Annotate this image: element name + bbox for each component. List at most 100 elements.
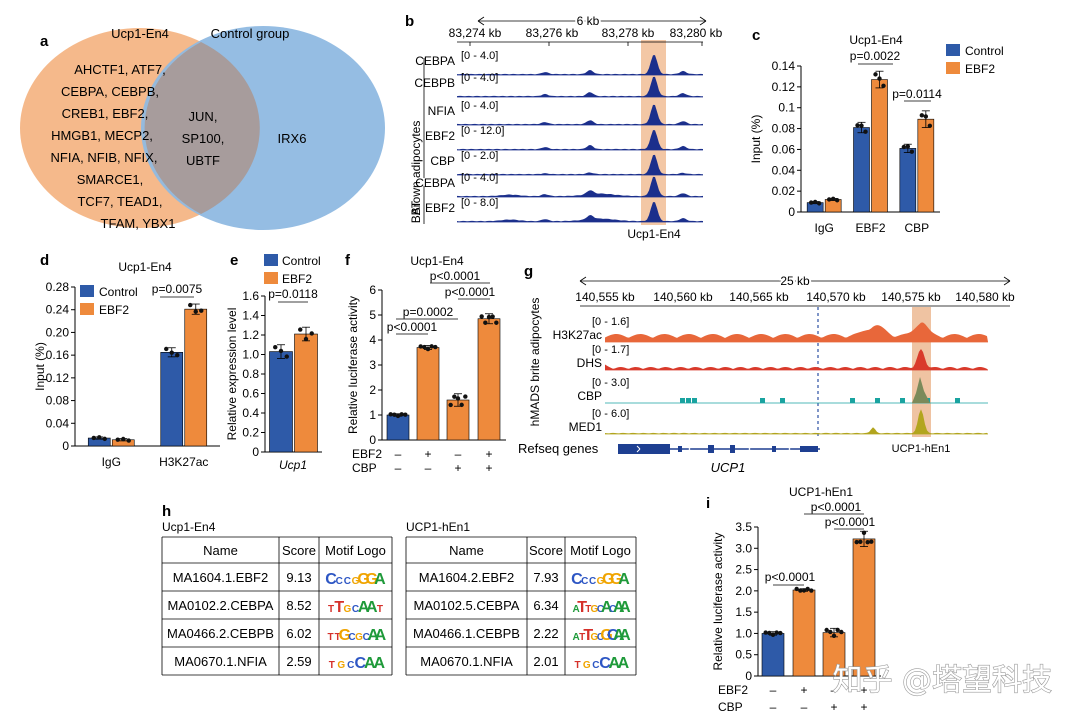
c-chart-data-point [859, 123, 864, 128]
e-chart-data-point [309, 331, 314, 336]
h-right-table-logo-letter: T [579, 632, 585, 643]
c-chart-y-tick-label: 0.08 [772, 122, 796, 136]
h-left-table-name-cell: MA0466.2.CEBPB [167, 626, 274, 641]
c-chart-y-tick-label: 0.04 [772, 163, 796, 177]
e-chart-y-tick-label: 1.2 [242, 328, 259, 342]
g-track-signal [912, 377, 930, 403]
i-sign: + [800, 683, 807, 697]
i-chart-data-point [763, 630, 768, 635]
h-left-table-logo-letter: A [358, 599, 370, 616]
venn-overlap-line: JUN, [189, 109, 218, 124]
i-chart-y-tick-label: 0 [745, 669, 752, 683]
panel-i-label: i [706, 495, 710, 512]
i-chart: 0 0.5 1.0 1.5 2.0 2.5 3.0 3.5 Relative luciferas… [711, 520, 881, 683]
i-chart-data-point [767, 630, 772, 636]
i-chart-data-point [854, 539, 859, 545]
b-track-range: [0 - 12.0] [461, 125, 504, 137]
f-chart-data-point [425, 346, 431, 352]
g-region-label: UCP1-hEn1 [892, 443, 951, 455]
g-coord-label: 140,580 kb [955, 290, 1015, 304]
c-chart-data-point [830, 196, 836, 202]
i-pvalue: p<0.0001 [811, 500, 862, 514]
f-chart-bar [416, 347, 440, 441]
c-chart-y-tick-label: 0.14 [772, 59, 796, 73]
f-sign: + [485, 461, 492, 475]
f-chart-data-point [422, 344, 427, 350]
d-chart-y-tick-label: 0.20 [46, 325, 70, 339]
h-left-table-logo-letter: T [328, 604, 334, 615]
h-right-table-logo-letter: A [618, 571, 630, 588]
c-chart-x-tick-label: IgG [814, 221, 833, 235]
i-chart-y-tick-label: 3.5 [735, 520, 752, 534]
d-chart-data-point [175, 353, 180, 358]
c-chart-bar [853, 127, 870, 213]
e-chart-y-tick-label: 1.4 [242, 309, 259, 323]
d-chart-data-point [121, 436, 126, 442]
d-chart-data-point [97, 435, 102, 440]
h-left-table-score-cell: 2.59 [286, 654, 311, 669]
f-chart-data-point [392, 412, 397, 417]
i-chart-data-point [835, 627, 840, 633]
panel-i: i UCP1-hEn1 p<0.0001 p<0.0001 p<0.0001 0… [706, 485, 881, 714]
d-chart-y-tick-label: 0.16 [46, 348, 70, 362]
h-left-table-header: Motif Logo [325, 543, 386, 558]
f-title: Ucp1-En4 [410, 254, 464, 268]
e-chart-data-point [278, 348, 284, 354]
g-track-signal [605, 349, 988, 370]
d-chart-data-point [115, 437, 120, 442]
f-chart-y-label: Relative luciferase activity [346, 296, 360, 434]
c-chart-data-point [923, 114, 929, 119]
e-chart-bar [269, 351, 293, 453]
g-track-name: MED1 [569, 420, 603, 434]
h-left-table-logo-letter: T [329, 660, 335, 671]
c-chart-data-point [816, 201, 822, 206]
venn-left-line: SMARCE1, [77, 172, 143, 187]
venn-left-list: AHCTF1, ATF7, CEBPA, CEBPB, CREB1, EBF2,… [51, 62, 176, 231]
d-chart-x-tick-label: IgG [102, 455, 121, 469]
g-track-signal [850, 398, 855, 403]
h-right-table-logo-letter: C [609, 604, 616, 615]
f-chart-bar [477, 318, 501, 441]
c-chart-y-tick-label: 0.06 [772, 142, 796, 156]
b-scale-arrows [477, 16, 707, 26]
panel-f-label: f [345, 252, 351, 269]
h-left-table-logo-letter: G [355, 632, 363, 643]
b-coord-label: 83,280 kb [670, 26, 723, 40]
f-chart-data-point [452, 394, 457, 399]
d-chart-y-label: Input (%) [33, 342, 47, 391]
b-track-signal [457, 104, 703, 125]
h-left-table-logo-letter: T [328, 632, 334, 643]
h-left-table-name-cell: MA1604.1.EBF2 [173, 570, 268, 585]
c-chart-data-point [826, 197, 832, 202]
venn-left-line: HMGB1, MECP2, [51, 128, 153, 143]
venn-right-line: IRX6 [278, 131, 307, 146]
g-coord-label: 140,565 kb [729, 290, 789, 304]
h-right-table-score-cell: 6.34 [533, 598, 558, 613]
h-left-table-logo-letter: G [352, 576, 360, 587]
f-chart-y-tick-label: 3 [369, 358, 376, 372]
d-chart-data-point [169, 350, 174, 355]
d-chart-y-tick-label: 0.12 [46, 371, 70, 385]
d-legend-control: Control [99, 285, 138, 299]
g-coord-label: 140,570 kb [806, 290, 866, 304]
g-track-range: [0 - 6.0] [592, 408, 629, 420]
venn-left-line: TCF7, TEAD1, [77, 194, 162, 209]
h-right-table-logo-letter: C [599, 655, 611, 672]
c-chart-y-label: Input (%) [749, 115, 763, 164]
c-chart-data-point [873, 72, 878, 77]
venn-left-title: Ucp1-En4 [111, 26, 169, 41]
h-right-table-header: Motif Logo [570, 543, 631, 558]
h-left-table-logo-letter: T [334, 599, 344, 616]
h-right-table-name-cell: MA0102.5.CEBPA [414, 598, 520, 613]
panel-c: c Ucp1-En4 Control EBF2 p=0.0022 p=0.011… [749, 27, 1004, 235]
e-chart-data-point [303, 336, 309, 342]
f-chart-data-point [388, 412, 393, 417]
c-chart-data-point [855, 123, 860, 128]
d-chart-y-tick-label: 0 [62, 439, 69, 453]
f-chart-data-point [433, 344, 438, 350]
i-sign: – [801, 700, 808, 714]
g-track-name: CBP [577, 389, 602, 403]
h-right-table-logo-letter: C [589, 576, 596, 587]
f-pvalue: p<0.0001 [430, 269, 481, 283]
h-right-table-logo-letter: T [575, 660, 581, 671]
